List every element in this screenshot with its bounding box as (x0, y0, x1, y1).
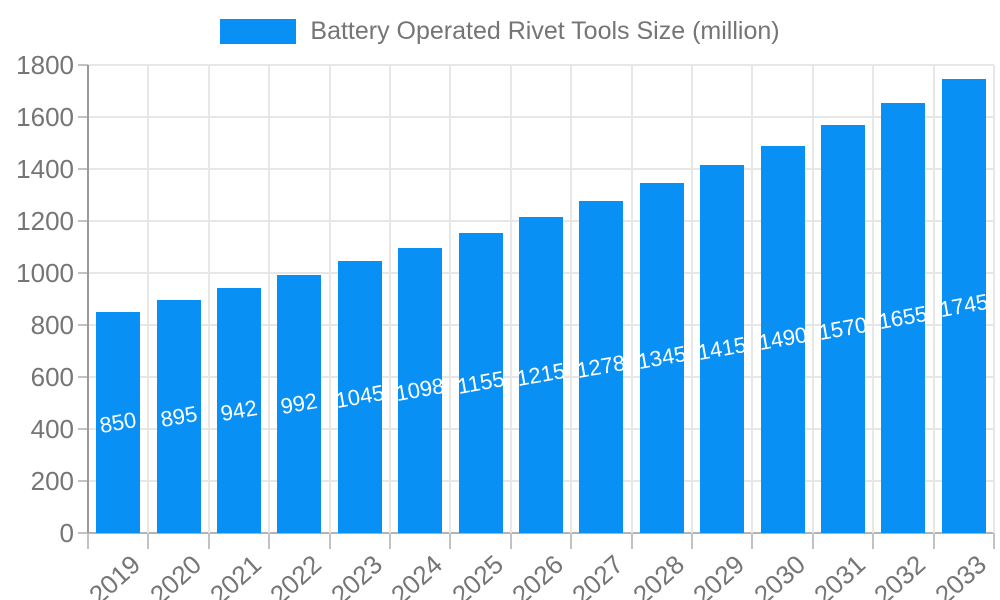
y-axis-tick-label: 800 (30, 310, 74, 340)
bar-2027[interactable] (579, 200, 624, 533)
x-axis-tick-label: 2021 (204, 549, 268, 600)
x-tick-mark (811, 533, 814, 549)
x-axis-tick-label: 2031 (808, 549, 872, 600)
y-axis-tick-label: 1800 (16, 50, 74, 80)
vertical-gridline (570, 65, 573, 533)
y-axis-tick-label: 1000 (16, 258, 74, 288)
bar-2024[interactable] (398, 247, 443, 533)
y-axis-tick-label: 0 (59, 518, 74, 548)
vertical-gridline (147, 65, 150, 533)
vertical-gridline (630, 65, 633, 533)
vertical-gridline (811, 65, 814, 533)
x-tick-mark (630, 533, 633, 549)
x-axis-tick-label: 2024 (385, 549, 449, 600)
y-tick-mark (78, 168, 88, 170)
x-axis-tick-label: 2033 (928, 549, 992, 600)
x-axis-tick-label: 2027 (566, 549, 630, 600)
x-axis-line (88, 532, 994, 534)
x-axis-tick-label: 2019 (83, 549, 147, 600)
bar-2025[interactable] (458, 232, 503, 533)
bar-2021[interactable] (217, 288, 261, 533)
y-tick-mark (78, 376, 88, 378)
y-tick-mark (78, 64, 88, 66)
x-tick-mark (872, 533, 875, 549)
x-axis-tick-label: 2032 (868, 549, 932, 600)
y-axis-tick-label: 1200 (16, 206, 74, 236)
vertical-gridline (751, 65, 754, 533)
horizontal-gridline (88, 168, 994, 170)
x-axis-tick-label: 2025 (445, 549, 509, 600)
vertical-gridline (872, 65, 875, 533)
legend[interactable]: Battery Operated Rivet Tools Size (milli… (0, 17, 1000, 46)
vertical-gridline (449, 65, 452, 533)
bar-2030[interactable] (760, 145, 805, 533)
vertical-gridline (328, 65, 331, 533)
x-tick-mark (691, 533, 693, 549)
y-axis-line (87, 65, 89, 533)
x-tick-mark (207, 533, 210, 549)
bar-2031[interactable] (821, 124, 865, 533)
y-tick-mark (78, 272, 88, 274)
x-tick-mark (993, 533, 995, 549)
bar-2019[interactable] (96, 312, 141, 533)
horizontal-gridline (88, 116, 994, 118)
x-tick-mark (570, 533, 573, 549)
bar-2022[interactable] (277, 275, 322, 533)
x-tick-mark (389, 533, 391, 549)
vertical-gridline (207, 65, 210, 533)
bar-2026[interactable] (519, 217, 563, 533)
bar-2032[interactable] (881, 102, 926, 533)
x-tick-mark (751, 533, 754, 549)
y-tick-mark (78, 480, 88, 482)
vertical-gridline (389, 65, 391, 533)
y-axis-tick-label: 200 (30, 466, 74, 496)
y-tick-mark (78, 220, 88, 222)
x-tick-mark (509, 533, 512, 549)
vertical-gridline (932, 65, 935, 533)
y-tick-mark (78, 116, 88, 118)
legend-label: Battery Operated Rivet Tools Size (milli… (310, 17, 780, 45)
x-axis-tick-label: 2030 (747, 549, 811, 600)
y-axis-tick-label: 600 (30, 362, 74, 392)
y-axis-tick-label: 1400 (16, 154, 74, 184)
x-tick-mark (87, 533, 89, 549)
x-tick-mark (147, 533, 150, 549)
y-tick-mark (78, 324, 88, 326)
vertical-gridline (268, 65, 271, 533)
vertical-gridline (509, 65, 512, 533)
x-axis-tick-label: 2028 (626, 549, 690, 600)
x-axis-tick-label: 2023 (324, 549, 388, 600)
x-tick-mark (932, 533, 935, 549)
x-axis-tick-label: 2020 (143, 549, 207, 600)
vertical-gridline (993, 65, 995, 533)
y-axis-tick-label: 400 (30, 414, 74, 444)
x-tick-mark (449, 533, 452, 549)
horizontal-gridline (88, 64, 994, 66)
bar-2023[interactable] (337, 261, 382, 533)
bar-2033[interactable] (941, 79, 986, 533)
y-tick-mark (78, 532, 88, 534)
x-axis-tick-label: 2029 (687, 549, 751, 600)
x-axis-tick-label: 2026 (506, 549, 570, 600)
y-tick-mark (78, 428, 88, 430)
bar-2028[interactable] (639, 183, 684, 533)
x-tick-mark (268, 533, 271, 549)
y-axis-tick-label: 1600 (16, 102, 74, 132)
x-axis-tick-label: 2022 (264, 549, 328, 600)
x-tick-mark (328, 533, 331, 549)
bar-2029[interactable] (700, 165, 745, 533)
bar-2020[interactable] (156, 300, 201, 533)
legend-swatch (220, 19, 297, 44)
vertical-gridline (691, 65, 693, 533)
